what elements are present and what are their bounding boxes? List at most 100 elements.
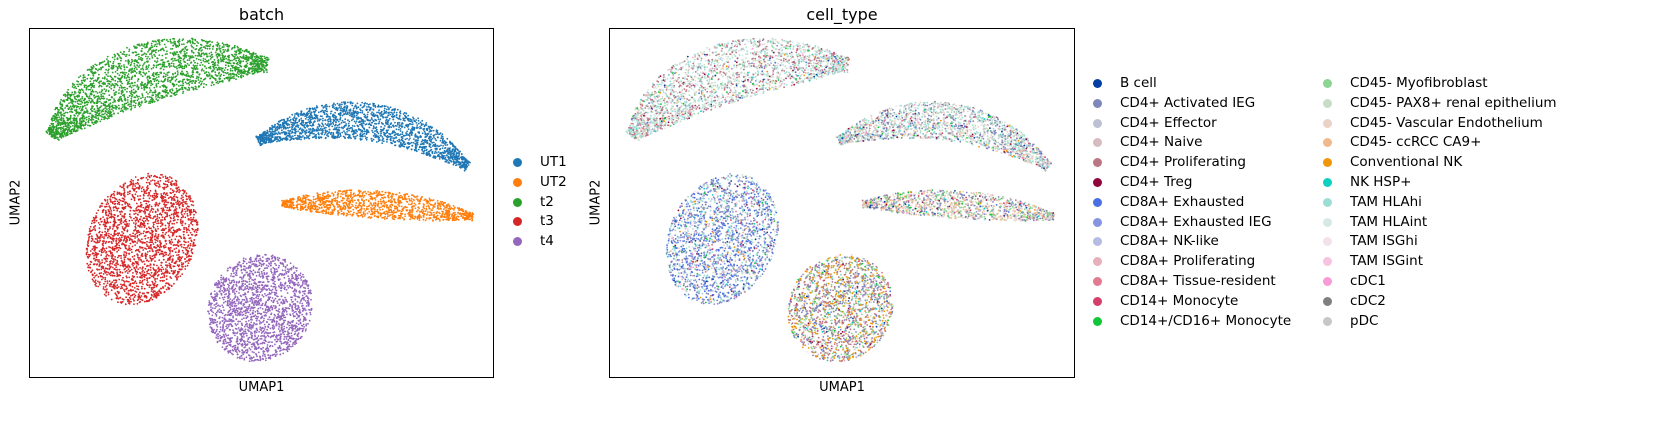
scatter-point: [359, 104, 362, 106]
scatter-point: [467, 162, 469, 165]
scatter-point: [136, 46, 138, 49]
scatter-point: [158, 54, 161, 56]
scatter-point: [248, 72, 251, 74]
scatter-point: [390, 142, 393, 144]
scatter-point: [333, 114, 336, 117]
scatter-point: [171, 47, 174, 50]
scatter-point: [389, 106, 392, 109]
scatter-point: [69, 132, 71, 135]
scatter-point: [221, 42, 224, 45]
scatter-point: [437, 153, 440, 156]
scatter-point: [440, 137, 443, 140]
scatter-point: [91, 70, 93, 73]
scatter-point: [188, 64, 191, 67]
scatter-point: [110, 87, 113, 90]
scatter-point: [233, 46, 236, 49]
scatter-point: [355, 107, 358, 110]
scatter-point: [250, 63, 253, 66]
scatter-point: [423, 139, 426, 142]
scatter-point: [219, 68, 221, 71]
scatter-point: [108, 117, 110, 119]
scatter-point: [104, 63, 107, 66]
scatter-point: [320, 136, 322, 139]
scatter-point: [320, 104, 323, 107]
scatter-point: [237, 63, 239, 66]
scatter-point: [380, 126, 382, 128]
scatter-point: [225, 43, 228, 46]
scatter-point: [365, 137, 367, 140]
scatter-point: [455, 160, 458, 163]
scatter-point: [278, 126, 281, 128]
scatter-point: [341, 101, 343, 104]
scatter-point: [223, 77, 226, 80]
scatter-point: [81, 96, 84, 98]
scatter-point: [378, 120, 381, 123]
scatter-point: [313, 135, 316, 138]
scatter-point: [55, 131, 58, 134]
scatter-point: [356, 130, 358, 133]
scatter-point: [101, 77, 104, 80]
scatter-point: [53, 126, 56, 129]
scatter-point: [165, 39, 168, 41]
scatter-point: [181, 48, 184, 51]
scatter-point: [102, 116, 105, 119]
scatter-point: [75, 98, 78, 101]
scatter-point: [212, 83, 215, 86]
scatter-point: [142, 96, 144, 99]
scatter-point: [248, 68, 250, 71]
scatter-point: [283, 133, 286, 136]
scatter-point: [208, 66, 211, 69]
scatter-point: [177, 41, 180, 44]
scatter-point: [109, 75, 112, 77]
scatter-point: [165, 73, 167, 76]
scatter-point: [196, 68, 199, 70]
scatter-point: [233, 58, 235, 61]
scatter-point: [121, 71, 124, 74]
scatter-point: [354, 194, 357, 197]
scatter-point: [448, 148, 451, 151]
scatter-point: [58, 109, 60, 111]
scatter-point: [134, 59, 137, 61]
scatter-point: [376, 114, 379, 117]
scatter-point: [157, 50, 160, 52]
scatter-point: [259, 60, 261, 62]
scatter-point: [413, 126, 416, 129]
scatter-point: [322, 212, 324, 215]
scatter-point: [332, 121, 334, 124]
scatter-point: [63, 112, 66, 115]
scatter-point: [177, 45, 180, 48]
scatter-point: [371, 111, 373, 114]
scatter-point: [416, 124, 419, 126]
scatter-point: [121, 106, 124, 108]
scatter-point: [403, 111, 406, 114]
scatter-point: [82, 74, 85, 76]
scatter-point: [263, 55, 266, 58]
scatter-point: [62, 117, 65, 120]
scatter-point: [54, 112, 57, 115]
scatter-point: [102, 113, 105, 116]
scatter-point: [71, 91, 74, 94]
scatter-point: [214, 73, 217, 76]
scatter-point: [81, 82, 84, 85]
scatter-point: [402, 117, 405, 120]
scatter-point: [112, 89, 115, 92]
scatter-point: [363, 208, 366, 210]
scatter-point: [102, 102, 105, 105]
scatter-point: [394, 124, 397, 127]
scatter-point: [173, 91, 176, 94]
scatter-point: [101, 89, 103, 91]
scatter-point: [66, 94, 69, 97]
scatter-point: [212, 63, 215, 66]
scatter-point: [332, 135, 335, 138]
scatter-point: [85, 107, 87, 110]
scatter-point: [221, 56, 224, 59]
scatter-point: [102, 97, 104, 100]
scatter-point: [109, 115, 112, 118]
scatter-point: [266, 71, 268, 73]
scatter-point: [446, 159, 448, 162]
scatter-point: [381, 142, 384, 144]
scatter-point: [174, 80, 177, 82]
scatter-point: [201, 39, 204, 42]
scatter-point: [377, 111, 380, 114]
scatter-point: [114, 82, 117, 85]
